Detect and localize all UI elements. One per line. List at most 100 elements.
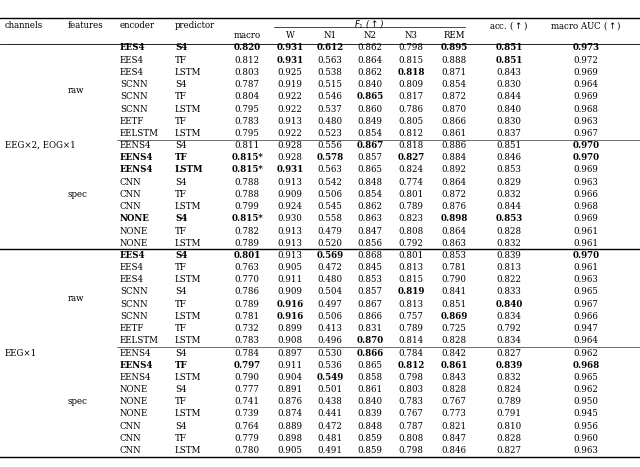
Text: 0.869: 0.869 <box>440 312 468 321</box>
Text: 0.966: 0.966 <box>573 312 598 321</box>
Text: 0.781: 0.781 <box>442 263 467 272</box>
Text: 0.413: 0.413 <box>317 324 342 333</box>
Text: 0.871: 0.871 <box>442 68 467 77</box>
Text: 0.872: 0.872 <box>442 190 467 199</box>
Text: 0.851: 0.851 <box>442 300 467 309</box>
Text: 0.867: 0.867 <box>358 300 383 309</box>
Text: 0.441: 0.441 <box>317 410 342 418</box>
Text: 0.961: 0.961 <box>573 226 598 235</box>
Text: LSTM: LSTM <box>175 276 202 284</box>
Text: 0.864: 0.864 <box>442 178 467 187</box>
Text: LSTM: LSTM <box>175 410 202 418</box>
Text: 0.862: 0.862 <box>358 68 383 77</box>
Text: 0.537: 0.537 <box>317 105 342 113</box>
Text: 0.898: 0.898 <box>440 214 468 223</box>
Text: 0.919: 0.919 <box>278 80 303 89</box>
Text: 0.849: 0.849 <box>358 117 383 126</box>
Text: 0.798: 0.798 <box>399 446 424 455</box>
Text: TF: TF <box>175 56 187 65</box>
Text: EELSTM: EELSTM <box>120 336 159 345</box>
Text: 0.480: 0.480 <box>317 276 342 284</box>
Text: 0.789: 0.789 <box>399 324 424 333</box>
Text: 0.741: 0.741 <box>234 397 259 406</box>
Text: 0.956: 0.956 <box>573 422 598 431</box>
Text: 0.861: 0.861 <box>357 385 383 394</box>
Text: $F_1$ ($\uparrow$): $F_1$ ($\uparrow$) <box>354 16 385 29</box>
Text: EENS4: EENS4 <box>120 153 154 163</box>
Text: 0.950: 0.950 <box>573 397 598 406</box>
Text: 0.472: 0.472 <box>317 263 342 272</box>
Text: acc. ($\uparrow$): acc. ($\uparrow$) <box>490 20 529 33</box>
Text: SCNN: SCNN <box>120 105 148 113</box>
Text: 0.542: 0.542 <box>317 178 342 187</box>
Text: 0.839: 0.839 <box>495 361 523 370</box>
Text: 0.847: 0.847 <box>358 226 383 235</box>
Text: NONE: NONE <box>120 226 148 235</box>
Text: 0.520: 0.520 <box>317 239 342 248</box>
Text: 0.828: 0.828 <box>442 385 467 394</box>
Text: 0.791: 0.791 <box>497 410 522 418</box>
Text: 0.844: 0.844 <box>497 92 522 101</box>
Text: 0.966: 0.966 <box>573 190 598 199</box>
Text: 0.538: 0.538 <box>317 68 342 77</box>
Text: EENS4: EENS4 <box>120 165 154 175</box>
Text: 0.967: 0.967 <box>573 129 598 138</box>
Text: 0.821: 0.821 <box>442 422 467 431</box>
Text: 0.801: 0.801 <box>234 251 260 260</box>
Text: 0.913: 0.913 <box>278 239 303 248</box>
Text: TF: TF <box>175 190 187 199</box>
Text: 0.965: 0.965 <box>573 288 598 297</box>
Text: 0.556: 0.556 <box>317 141 342 150</box>
Text: 0.862: 0.862 <box>358 43 383 52</box>
Text: 0.798: 0.798 <box>399 43 424 52</box>
Text: S4: S4 <box>175 80 186 89</box>
Text: 0.848: 0.848 <box>357 422 383 431</box>
Text: 0.968: 0.968 <box>572 361 600 370</box>
Text: 0.908: 0.908 <box>277 336 303 345</box>
Text: 0.961: 0.961 <box>573 263 598 272</box>
Text: 0.930: 0.930 <box>278 214 303 223</box>
Text: 0.725: 0.725 <box>442 324 467 333</box>
Text: 0.563: 0.563 <box>317 165 342 175</box>
Text: 0.810: 0.810 <box>497 422 522 431</box>
Text: EENS4: EENS4 <box>120 348 152 358</box>
Text: 0.863: 0.863 <box>358 214 383 223</box>
Text: S4: S4 <box>175 178 186 187</box>
Text: 0.964: 0.964 <box>573 336 598 345</box>
Text: 0.842: 0.842 <box>442 348 467 358</box>
Text: 0.963: 0.963 <box>573 446 598 455</box>
Text: 0.612: 0.612 <box>316 43 344 52</box>
Text: 0.523: 0.523 <box>317 129 342 138</box>
Text: 0.578: 0.578 <box>316 153 344 163</box>
Text: EEG×2, EOG×1: EEG×2, EOG×1 <box>5 141 76 150</box>
Text: 0.922: 0.922 <box>278 92 303 101</box>
Text: EES4: EES4 <box>120 43 146 52</box>
Text: 0.874: 0.874 <box>278 410 303 418</box>
Text: 0.438: 0.438 <box>317 397 342 406</box>
Text: 0.913: 0.913 <box>278 117 303 126</box>
Text: 0.840: 0.840 <box>357 80 383 89</box>
Text: W: W <box>285 31 294 41</box>
Text: 0.739: 0.739 <box>235 410 259 418</box>
Text: 0.820: 0.820 <box>234 43 260 52</box>
Text: 0.889: 0.889 <box>277 422 303 431</box>
Text: CNN: CNN <box>120 446 141 455</box>
Text: TF: TF <box>175 397 187 406</box>
Text: 0.876: 0.876 <box>442 202 467 211</box>
Text: 0.866: 0.866 <box>442 117 467 126</box>
Text: 0.862: 0.862 <box>358 202 383 211</box>
Text: 0.818: 0.818 <box>397 68 425 77</box>
Text: 0.962: 0.962 <box>573 385 598 394</box>
Text: 0.789: 0.789 <box>234 239 259 248</box>
Text: 0.786: 0.786 <box>234 288 259 297</box>
Text: 0.963: 0.963 <box>573 117 598 126</box>
Text: 0.865: 0.865 <box>358 361 383 370</box>
Text: 0.787: 0.787 <box>234 80 259 89</box>
Text: 0.851: 0.851 <box>497 141 522 150</box>
Text: 0.783: 0.783 <box>235 336 259 345</box>
Text: 0.813: 0.813 <box>399 263 424 272</box>
Text: 0.860: 0.860 <box>357 105 383 113</box>
Text: 0.856: 0.856 <box>358 239 383 248</box>
Text: 0.866: 0.866 <box>356 348 383 358</box>
Text: 0.814: 0.814 <box>399 336 424 345</box>
